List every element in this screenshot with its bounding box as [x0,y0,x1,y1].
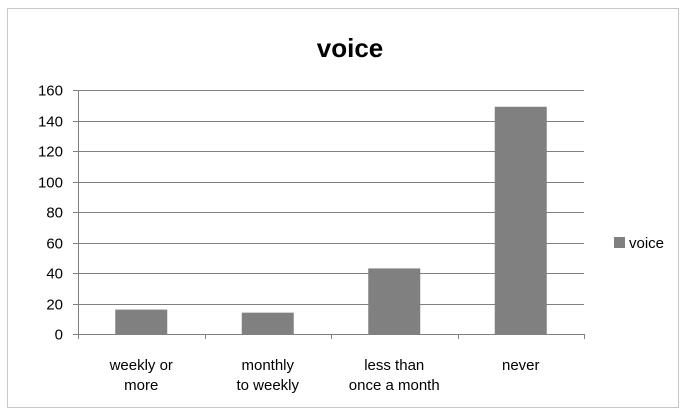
x-category-label: to weekly [236,377,299,394]
y-tick-label: 40 [46,266,63,283]
y-tick-label: 60 [46,236,63,253]
y-tick-label: 140 [38,114,63,131]
y-tick-label: 20 [46,297,63,314]
bar [368,268,421,334]
chart-title: voice [317,33,384,63]
y-tick-label: 80 [46,205,63,222]
labels: 0 20 40 60 80 100 120 140 160 weekly or more monthl… [38,83,540,395]
bars [115,106,547,335]
y-tick-label: 120 [38,144,63,161]
y-tick-label: 100 [38,175,63,192]
legend: voice [614,235,664,252]
x-category-label: never [502,357,540,374]
x-category-label: weekly or [109,357,173,374]
bar [241,312,294,334]
bar [494,106,547,335]
bar [115,309,168,334]
x-category-label: monthly [241,357,294,374]
x-category-label: more [124,377,158,394]
y-tick-label: 160 [38,83,63,100]
legend-swatch [614,237,625,248]
x-category-label: less than [364,357,424,374]
x-category-label: once a month [349,377,440,394]
chart-frame [7,8,679,408]
axes [73,90,585,339]
y-tick-label: 0 [55,327,63,344]
legend-label: voice [629,235,664,252]
